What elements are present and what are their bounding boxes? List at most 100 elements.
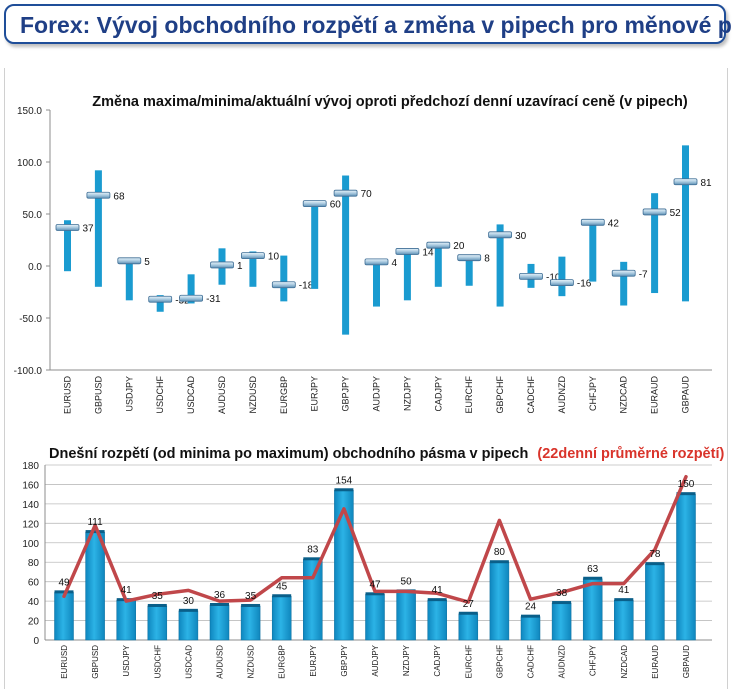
chart1-x-label: AUDUSD [217, 376, 227, 415]
range-bar-cap-EURGBP [272, 594, 292, 598]
average-point-AUDNZD [560, 591, 563, 594]
chart2-title-main: Dnešní rozpětí (od minima po maximum) ob… [49, 446, 528, 462]
chart1-x-label: AUDNZD [557, 376, 567, 414]
chart2-x-label: CADJPY [433, 644, 442, 676]
current-marker-USDCAD [179, 294, 204, 302]
chart1-x-label: CADJPY [433, 376, 443, 412]
chart2-x-label: GBPUSD [91, 645, 100, 679]
range-bar-AUDJPY [373, 259, 380, 307]
range-bar-EURGBP [280, 255, 288, 302]
chart2-x-label: EURJPY [309, 644, 318, 676]
chart2-y-tick-label: 120 [22, 519, 39, 530]
chart1-x-label: CHFJPY [588, 376, 598, 411]
range-bar-GBPJPY [342, 175, 350, 335]
value-label-EURUSD: 49 [58, 577, 70, 588]
current-marker-GBPJPY [333, 189, 358, 197]
value-label-GBPUSD: 111 [87, 517, 103, 528]
page-title: Forex: Vývoj obchodního rozpětí a změna … [20, 12, 732, 38]
range-bar-CADJPY [427, 599, 447, 641]
average-point-GBPAUD [685, 475, 687, 478]
range-bar-AUDNZD [551, 602, 572, 641]
chart2-x-label: GBPCHF [495, 645, 504, 678]
range-bar-GBPAUD [682, 145, 689, 302]
current-marker-NZDCAD [611, 269, 636, 277]
current-label-EURAUD: 52 [670, 208, 682, 219]
range-bar-GBPJPY [334, 490, 354, 641]
current-label-CADJPY: 20 [453, 241, 465, 252]
value-label-NZDJPY: 50 [401, 576, 413, 587]
chart1-y-tick-label: 0.0 [28, 262, 42, 273]
range-bar-cap-CADJPY [427, 598, 447, 602]
chart2-x-label: NZDCAD [620, 645, 629, 679]
average-point-NZDJPY [405, 590, 407, 593]
chart1-x-label: EURCHF [464, 375, 474, 413]
current-marker-CADCHF [519, 272, 543, 280]
range-bar-USDJPY [125, 257, 133, 301]
range-bar-cap-EURAUD [645, 562, 665, 566]
current-marker-AUDUSD [210, 261, 234, 269]
average-point-EURCHF [467, 601, 470, 603]
range-bar-cap-NZDUSD [241, 603, 261, 607]
current-label-EURGBP: -18 [299, 281, 314, 292]
average-point-USDCAD [187, 589, 190, 592]
range-bar-EURCHF [458, 613, 479, 641]
range-bar-cap-EURCHF [458, 611, 478, 615]
range-bar-NZDCAD [614, 599, 634, 641]
chart1-x-label: GBPAUD [681, 376, 691, 414]
average-point-NZDUSD [249, 599, 252, 601]
chart1-x-label: EURJPY [310, 376, 320, 412]
chart1-x-label: USDCAD [186, 376, 196, 415]
chart1-y-tick-label: 50.0 [23, 210, 43, 221]
current-label-NZDCAD: -7 [639, 269, 648, 280]
average-point-NZDCAD [623, 582, 625, 585]
range-bar-CADCHF [520, 616, 541, 641]
chart1-x-label: USDJPY [124, 376, 134, 412]
value-label-GBPCHF: 80 [494, 547, 506, 558]
range-bar-EURJPY [311, 201, 319, 289]
range-bar-NZDCAD [620, 261, 628, 306]
chart2-x-label: NZDUSD [247, 645, 256, 679]
chart2-title-suffix: (22denní průměrné rozpětí) [537, 446, 724, 462]
average-point-CADJPY [436, 592, 439, 595]
current-marker-CHFJPY [580, 218, 605, 226]
range-bar-CHFJPY [589, 219, 597, 282]
current-label-AUDJPY: 4 [392, 258, 398, 269]
range-bar-cap-GBPAUD [676, 492, 696, 496]
chart1-x-label: GBPJPY [341, 376, 351, 412]
chart2-x-label: CHFJPY [589, 644, 598, 676]
range-bar-EURJPY [303, 559, 323, 641]
chart2-y-tick-label: 20 [28, 617, 40, 628]
chart2-y-tick-label: 100 [22, 539, 39, 550]
chart1-x-label: USDCHF [155, 375, 165, 413]
chart2-title: Dnešní rozpětí (od minima po maximum) ob… [49, 446, 724, 462]
value-label-CHFJPY: 63 [587, 564, 599, 575]
chart1-x-label: GBPCHF [495, 376, 505, 414]
average-point-EURJPY [312, 576, 314, 579]
chart2-x-label: USDJPY [122, 644, 131, 676]
value-label-AUDUSD: 36 [214, 590, 226, 601]
current-label-GBPCHF: 30 [515, 231, 527, 242]
value-label-EURAUD: 78 [649, 549, 661, 560]
chart2-y-tick-label: 60 [28, 578, 40, 589]
range-bar-cap-AUDUSD [210, 603, 229, 606]
average-point-GBPJPY [343, 507, 345, 510]
value-label-EURCHF: 27 [463, 599, 475, 610]
chart1-x-label: NZDCAD [619, 376, 629, 414]
range-bar-cap-GBPUSD [85, 530, 105, 534]
value-label-EURJPY: 83 [307, 544, 319, 555]
chart2-x-label: AUDNZD [558, 645, 567, 679]
range-bar-cap-USDCHF [147, 603, 167, 607]
range-bar-cap-GBPJPY [334, 488, 354, 492]
right-divider [727, 68, 728, 689]
current-marker-NZDUSD [240, 252, 265, 260]
range-bar-GBPCHF [489, 561, 510, 641]
current-marker-USDJPY [117, 257, 142, 265]
chart2-x-label: AUDJPY [371, 644, 380, 676]
current-label-EURCHF: 8 [484, 254, 490, 265]
range-bar-cap-AUDNZD [552, 601, 572, 605]
value-label-EURGBP: 45 [276, 581, 288, 592]
range-bar-USDCAD [187, 274, 195, 304]
chart2-x-label: EURGBP [278, 645, 287, 679]
current-marker-AUDNZD [550, 279, 574, 287]
chart2-x-label: GBPAUD [682, 645, 691, 678]
